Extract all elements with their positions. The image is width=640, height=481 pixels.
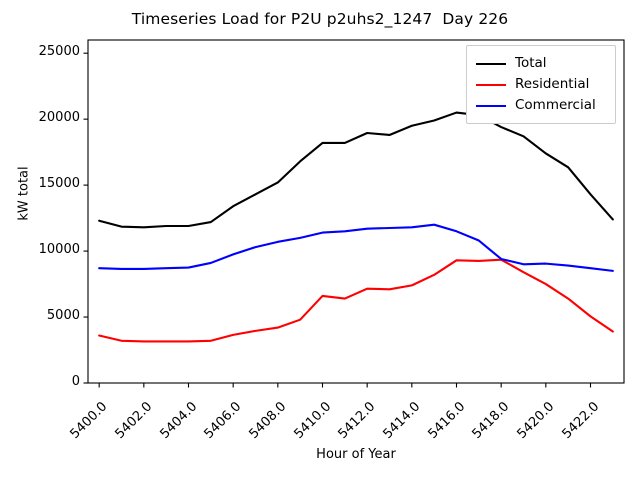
y-tick-label: 10000 [38, 242, 80, 258]
y-axis-label: kW total [16, 166, 32, 221]
tick-marks [83, 52, 592, 388]
series-lines [98, 111, 614, 343]
legend-item-total: Total [476, 53, 606, 74]
y-tick-label: 0 [71, 374, 80, 389]
series-line-total [98, 111, 614, 229]
series-line-commercial [98, 223, 614, 272]
y-tick-label: 25000 [38, 44, 80, 60]
axes-border [87, 39, 625, 384]
y-tick-label: 15000 [38, 176, 80, 192]
legend-label: Total [515, 54, 547, 71]
legend-item-commercial: Commercial [476, 95, 606, 116]
y-tick-label: 5000 [46, 308, 80, 324]
y-tick-label: 20000 [38, 110, 80, 126]
legend-label: Commercial [515, 96, 596, 113]
legend-swatch-icon [476, 104, 506, 107]
chart-legend: Total Residential Commercial [466, 45, 616, 124]
legend-swatch-icon [476, 62, 506, 65]
legend-label: Residential [515, 75, 590, 92]
axes-frame [87, 39, 625, 384]
legend-swatch-icon [476, 83, 506, 86]
legend-item-residential: Residential [476, 74, 606, 95]
chart-title: Timeseries Load for P2U p2uhs2_1247 Day … [131, 10, 509, 28]
series-line-residential [98, 258, 614, 343]
x-axis-label: Hour of Year [316, 447, 396, 462]
